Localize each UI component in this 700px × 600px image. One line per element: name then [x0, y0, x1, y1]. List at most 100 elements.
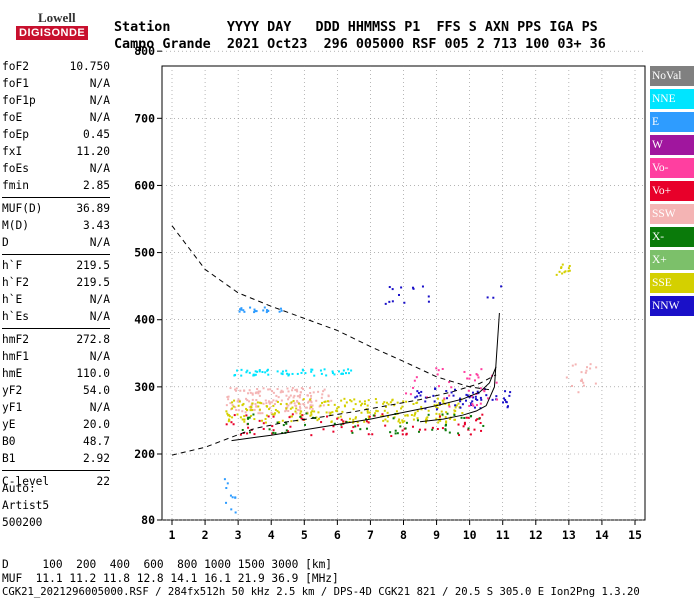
- echo-point: [309, 397, 312, 400]
- echo-point: [288, 416, 291, 419]
- echo-point: [435, 367, 438, 370]
- echo-point: [252, 413, 255, 416]
- echo-point: [339, 415, 342, 418]
- echo-point: [577, 391, 580, 394]
- echo-point: [395, 410, 398, 413]
- param-row: foEs N/A: [2, 161, 110, 178]
- echo-point: [265, 405, 268, 408]
- echo-point: [234, 388, 237, 391]
- echo-point: [251, 398, 254, 401]
- echo-point: [371, 433, 374, 436]
- echo-point: [308, 386, 311, 389]
- echo-point: [249, 391, 252, 394]
- param-row: B0 48.7: [2, 434, 110, 451]
- echo-point: [297, 402, 300, 405]
- echo-point: [461, 403, 464, 406]
- echo-point: [393, 404, 396, 407]
- echo-point: [234, 511, 237, 514]
- echo-point: [230, 508, 233, 511]
- echo-point: [485, 394, 488, 397]
- echo-point: [226, 482, 229, 485]
- echo-point: [412, 386, 415, 389]
- echo-point: [444, 416, 447, 419]
- echo-point: [466, 394, 469, 397]
- echo-point: [581, 379, 584, 382]
- echo-point: [427, 413, 430, 416]
- echo-point: [441, 367, 444, 370]
- echo-point: [397, 420, 400, 423]
- echo-point: [424, 418, 427, 421]
- echo-point: [412, 402, 415, 405]
- echo-point: [249, 306, 252, 309]
- echo-point: [565, 376, 568, 379]
- param-value: 2.85: [83, 179, 110, 192]
- param-value: 3.43: [83, 219, 110, 232]
- echo-point: [448, 405, 451, 408]
- echo-point: [365, 420, 368, 423]
- echo-point: [582, 381, 585, 384]
- echo-point: [438, 413, 441, 416]
- param-name: hmE: [2, 367, 23, 380]
- echo-point: [435, 412, 438, 415]
- legend-item-sse: SSE: [650, 273, 694, 293]
- echo-point: [433, 404, 436, 407]
- echo-point: [347, 368, 350, 371]
- echo-point: [248, 400, 251, 403]
- echo-point: [394, 432, 397, 435]
- echo-point: [437, 421, 440, 424]
- echo-point: [381, 413, 384, 416]
- echo-point: [479, 387, 482, 390]
- echo-point: [447, 403, 450, 406]
- echo-point: [310, 413, 313, 416]
- echo-point: [239, 433, 242, 436]
- echo-point: [299, 407, 302, 410]
- echo-point: [285, 402, 288, 405]
- echo-point: [238, 310, 241, 313]
- echo-point: [273, 413, 276, 416]
- echo-point: [558, 270, 561, 273]
- echo-point: [289, 394, 292, 397]
- echo-point: [280, 399, 283, 402]
- echo-point: [472, 404, 475, 407]
- echo-point: [321, 393, 324, 396]
- echo-point: [310, 401, 313, 404]
- echo-point: [452, 394, 455, 397]
- param-row: foEp 0.45: [2, 127, 110, 144]
- echo-point: [296, 372, 299, 375]
- echo-point: [225, 404, 228, 407]
- echo-point: [289, 415, 292, 418]
- echo-point: [384, 302, 387, 305]
- echo-point: [384, 405, 387, 408]
- echo-point: [351, 431, 354, 434]
- echo-point: [387, 415, 390, 418]
- echo-point: [259, 412, 262, 415]
- echo-point: [468, 404, 471, 407]
- echo-point: [400, 286, 403, 289]
- echo-point: [463, 370, 466, 373]
- echo-point: [247, 426, 250, 429]
- param-row: D N/A: [2, 235, 110, 252]
- param-value: 20.0: [83, 418, 110, 431]
- legend-item-x-: X-: [650, 227, 694, 247]
- echo-point: [477, 376, 480, 379]
- echo-point: [276, 400, 279, 403]
- echo-point: [342, 420, 345, 423]
- echo-point: [448, 431, 451, 434]
- echo-point: [345, 421, 348, 424]
- echo-point: [445, 421, 448, 424]
- param-row: foF1p N/A: [2, 93, 110, 110]
- plot-area: [171, 225, 598, 514]
- echo-point: [358, 400, 361, 403]
- echo-point: [258, 370, 261, 373]
- echo-point: [282, 424, 285, 427]
- echo-point: [480, 429, 483, 432]
- echo-point: [397, 293, 400, 296]
- y-tick-label: 500: [134, 246, 155, 260]
- echo-point: [444, 428, 447, 431]
- echo-point: [317, 411, 320, 414]
- echo-point: [450, 386, 453, 389]
- echo-point: [249, 431, 252, 434]
- echo-point: [419, 394, 422, 397]
- footer-fileinfo: CGK21_2021296005000.RSF / 284fx512h 50 k…: [2, 586, 640, 598]
- echo-point: [580, 378, 583, 381]
